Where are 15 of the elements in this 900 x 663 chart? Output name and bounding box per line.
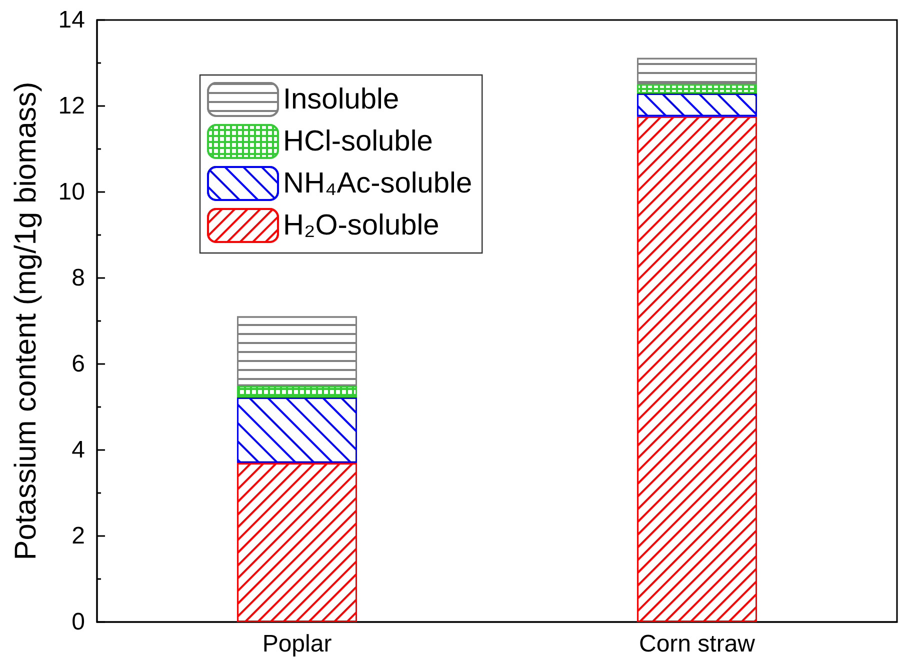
y-tick-label: 14 — [58, 6, 85, 34]
y-tick-label: 2 — [72, 522, 85, 550]
y-tick-label: 8 — [72, 264, 85, 292]
y-tick-label: 6 — [72, 350, 85, 378]
legend-label: HCl-soluble — [283, 126, 433, 158]
x-tick-label: Poplar — [262, 630, 332, 658]
y-tick-label: 0 — [72, 608, 85, 636]
y-tick-label: 10 — [58, 178, 85, 206]
y-tick-label: 12 — [58, 92, 85, 120]
legend-label: H₂O-soluble — [283, 210, 440, 242]
legend-label: Insoluble — [283, 84, 400, 116]
x-tick-label: Corn straw — [638, 630, 756, 658]
y-tick-label: 4 — [72, 436, 85, 464]
y-axis-title: Potassium content (mg/1g biomass) — [10, 82, 42, 560]
legend-label: NH₄Ac-soluble — [283, 168, 472, 200]
